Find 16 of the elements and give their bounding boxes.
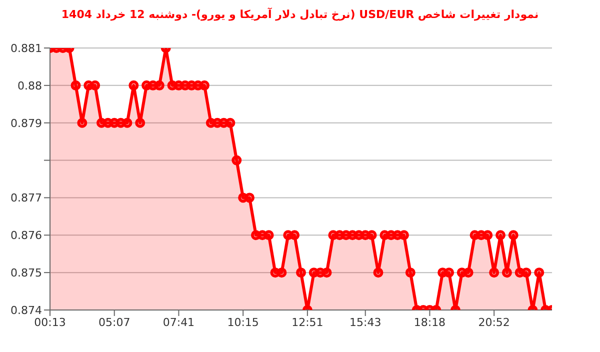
x-tick-label: 07:41 bbox=[162, 316, 195, 329]
x-tick-label: 18:18 bbox=[414, 316, 446, 329]
x-tick-label: 15:43 bbox=[350, 316, 382, 329]
x-tick-label: 00:13 bbox=[34, 316, 66, 329]
y-tick-label: 0.88 bbox=[18, 79, 42, 92]
y-tick-label: 0.877 bbox=[10, 192, 42, 205]
y-tick-label: 0.881 bbox=[10, 42, 42, 55]
chart-title: نمودار تغییرات شاخص USD/EUR (نرخ تبادل دلار آمریکا و یورو)- دوشنبه 12 خرداد 1404 bbox=[60, 8, 540, 23]
y-tick-label: 0.874 bbox=[10, 304, 42, 317]
y-tick-label: 0.876 bbox=[10, 229, 42, 242]
x-tick-label: 20:52 bbox=[478, 316, 510, 329]
y-tick-label: 0.875 bbox=[10, 266, 42, 280]
y-tick-label: 0.879 bbox=[10, 116, 42, 130]
x-tick-label: 10:15 bbox=[227, 316, 259, 329]
x-tick-label: 12:51 bbox=[292, 316, 324, 329]
x-tick-label: 05:07 bbox=[98, 316, 130, 329]
